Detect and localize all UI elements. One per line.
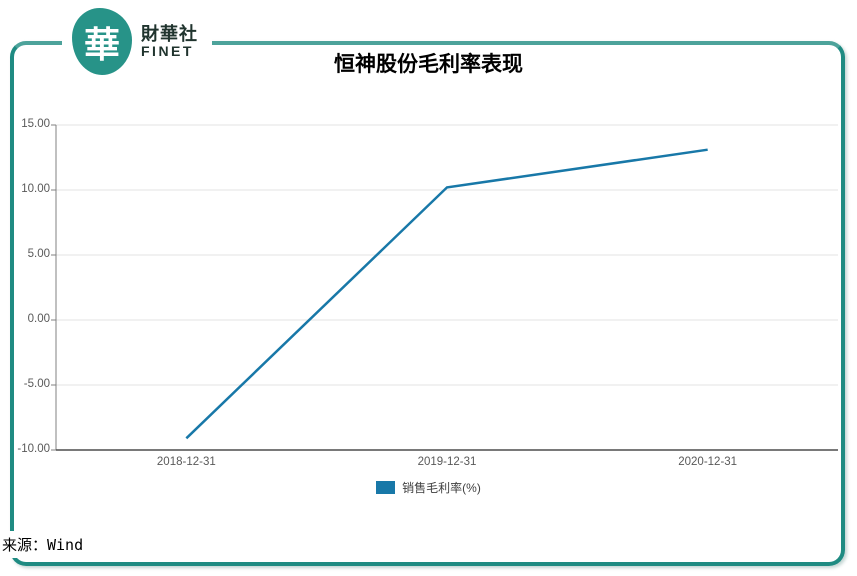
finet-logo-name-en: FINET [141, 42, 194, 59]
x-axis-tick-label: 2018-12-31 [156, 456, 216, 468]
finet-logo: 華 財華社 FINET [62, 6, 212, 77]
y-axis-tick-label: 5.00 [27, 248, 50, 260]
legend-label: 销售毛利率(%) [402, 481, 481, 495]
y-axis-tick-label: -5.00 [23, 378, 50, 390]
series-line [185, 148, 708, 440]
chart-title: 恒神股份毛利率表现 [334, 52, 523, 76]
x-axis-tick-label: 2019-12-31 [417, 456, 477, 468]
y-axis-tick-label: 10.00 [21, 183, 50, 195]
x-axis-tick-label: 2020-12-31 [678, 456, 738, 468]
finet-logo-text: 財華社 FINET [141, 23, 198, 59]
chart-frame-border [10, 41, 845, 566]
finet-logo-icon: 華 [72, 8, 132, 75]
y-axis-tick-label: -10.00 [17, 443, 50, 455]
legend-swatch [376, 481, 396, 494]
finet-logo-glyph: 華 [83, 24, 120, 65]
finet-logo-name-cn: 財華社 [141, 23, 198, 44]
chart-legend: 销售毛利率(%) [0, 479, 857, 496]
y-axis-tick-label: 15.00 [21, 118, 50, 130]
y-axis-tick-label: 0.00 [27, 313, 50, 325]
data-source-note: 来源：Wind [0, 531, 94, 558]
